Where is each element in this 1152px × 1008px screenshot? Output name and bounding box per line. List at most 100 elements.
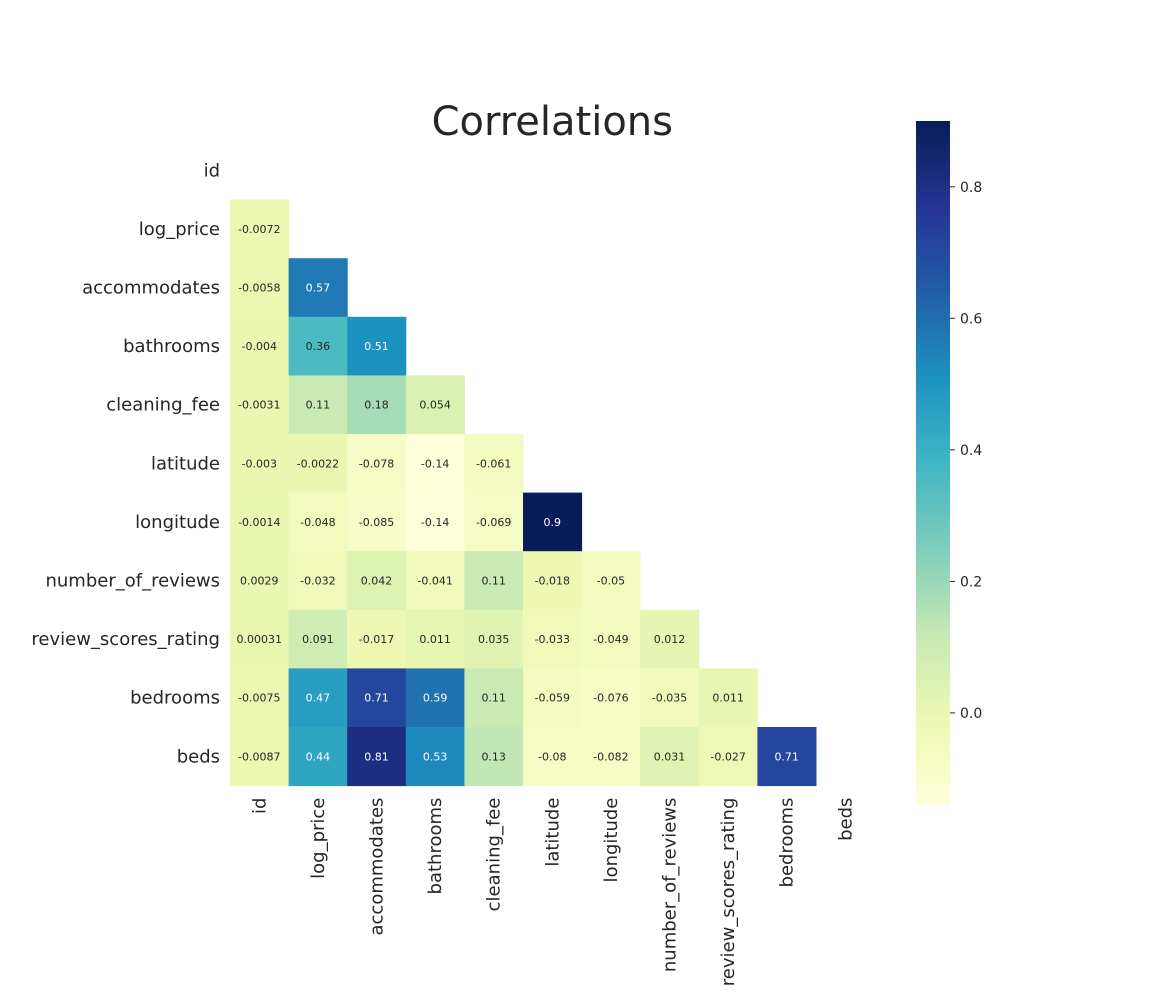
cell-value-label: 0.011 — [419, 633, 451, 646]
column-tick-label: cleaning_fee — [484, 798, 505, 912]
row-tick-label: review_scores_rating — [31, 629, 220, 650]
heatmap-cell — [347, 668, 407, 728]
row-tick-label: log_price — [139, 219, 220, 240]
heatmap-cell — [523, 551, 583, 611]
column-tick-label: beds — [835, 798, 856, 841]
row-tick-label: id — [204, 160, 220, 181]
heatmap-cell — [405, 434, 465, 494]
heatmap-cell — [230, 316, 290, 376]
heatmap-cell — [230, 727, 290, 787]
heatmap-cell — [230, 551, 290, 611]
cell-value-label: 0.18 — [364, 399, 389, 412]
cell-value-label: -0.0087 — [238, 750, 280, 763]
cell-value-label: -0.14 — [421, 457, 449, 470]
cell-value-label: -0.061 — [476, 457, 511, 470]
row-tick-label: latitude — [151, 453, 220, 474]
cell-value-label: -0.076 — [593, 692, 628, 705]
cell-value-label: 0.11 — [481, 575, 506, 588]
colorbar-tick-label: 0.0 — [960, 706, 982, 722]
cell-value-label: -0.004 — [242, 340, 277, 353]
heatmap-cell — [288, 492, 348, 552]
heatmap-cell — [464, 551, 524, 611]
cell-value-label: -0.078 — [359, 457, 394, 470]
row-tick-label: accommodates — [82, 278, 220, 299]
cell-value-label: -0.05 — [597, 575, 625, 588]
cell-value-label: -0.059 — [535, 692, 570, 705]
colorbar-tick-label: 0.2 — [960, 574, 982, 590]
cell-value-label: -0.048 — [300, 516, 335, 529]
cell-value-label: 0.0029 — [240, 575, 279, 588]
column-tick-label: number_of_reviews — [660, 798, 681, 973]
cell-value-label: 0.035 — [478, 633, 510, 646]
cell-value-label: 0.031 — [654, 750, 686, 763]
cell-value-label: -0.0014 — [238, 516, 280, 529]
cell-value-label: 0.054 — [419, 399, 451, 412]
cell-value-label: -0.018 — [535, 575, 570, 588]
cell-value-label: -0.003 — [242, 457, 277, 470]
row-tick-label: longitude — [135, 512, 220, 533]
heatmap-cell — [288, 727, 348, 787]
colorbar-tick-label: 0.4 — [960, 443, 982, 459]
cell-value-label: 0.9 — [544, 516, 562, 529]
cell-value-label: -0.017 — [359, 633, 394, 646]
cell-value-label: 0.36 — [306, 340, 331, 353]
row-tick-label: bedrooms — [130, 688, 220, 709]
column-tick-label: review_scores_rating — [718, 798, 739, 987]
heatmap-cell — [581, 609, 641, 669]
column-tick-label: id — [249, 798, 270, 814]
column-tick-label: longitude — [601, 798, 622, 883]
heatmap-cell — [230, 434, 290, 494]
heatmap-cell — [523, 492, 583, 552]
cell-value-label: 0.091 — [302, 633, 334, 646]
colorbar-tick-label: 0.6 — [960, 311, 982, 327]
cell-value-label: -0.069 — [476, 516, 511, 529]
cell-value-label: -0.027 — [710, 750, 745, 763]
column-tick-label: bedrooms — [777, 798, 798, 888]
heatmap-cell — [288, 375, 348, 435]
heatmap-cell — [288, 316, 348, 376]
cell-value-label: 0.47 — [306, 692, 331, 705]
heatmap-cell — [698, 668, 758, 728]
heatmap-cell — [464, 727, 524, 787]
heatmap-cell — [230, 492, 290, 552]
heatmap-cell — [347, 434, 407, 494]
cell-value-label: 0.81 — [364, 750, 389, 763]
heatmap-cell — [288, 668, 348, 728]
heatmap-cell — [288, 258, 348, 318]
heatmap-cell — [230, 668, 290, 728]
cell-value-label: -0.082 — [593, 750, 628, 763]
cell-value-label: -0.032 — [300, 575, 335, 588]
heatmap-cell — [347, 375, 407, 435]
cell-value-label: 0.44 — [306, 750, 331, 763]
cell-value-label: 0.71 — [364, 692, 389, 705]
cell-value-label: 0.11 — [481, 692, 506, 705]
heatmap-cell — [230, 199, 290, 259]
heatmap-cell — [405, 609, 465, 669]
heatmap-cell — [523, 668, 583, 728]
cell-value-label: 0.00031 — [237, 633, 283, 646]
heatmap-cell — [581, 727, 641, 787]
cell-value-label: -0.0031 — [238, 399, 280, 412]
column-tick-label: accommodates — [367, 798, 388, 936]
colorbar — [916, 121, 950, 805]
cell-value-label: -0.0022 — [297, 457, 339, 470]
colorbar-tick-label: 0.8 — [960, 180, 982, 196]
heatmap-cell — [581, 551, 641, 611]
cell-value-label: 0.53 — [423, 750, 448, 763]
heatmap-cell — [640, 609, 700, 669]
cell-value-label: 0.012 — [654, 633, 686, 646]
row-tick-label: number_of_reviews — [45, 571, 220, 592]
column-tick-label: latitude — [542, 798, 563, 867]
cell-value-label: 0.11 — [306, 399, 331, 412]
row-tick-label: beds — [177, 746, 220, 767]
heatmap-cell — [405, 551, 465, 611]
heatmap-cell — [230, 609, 290, 669]
cell-value-label: -0.0058 — [238, 282, 280, 295]
column-tick-label: log_price — [308, 798, 329, 879]
cell-value-label: -0.085 — [359, 516, 394, 529]
heatmap-cell — [405, 668, 465, 728]
heatmap-cell — [288, 609, 348, 669]
cell-value-label: -0.035 — [652, 692, 687, 705]
cell-value-label: -0.049 — [593, 633, 628, 646]
